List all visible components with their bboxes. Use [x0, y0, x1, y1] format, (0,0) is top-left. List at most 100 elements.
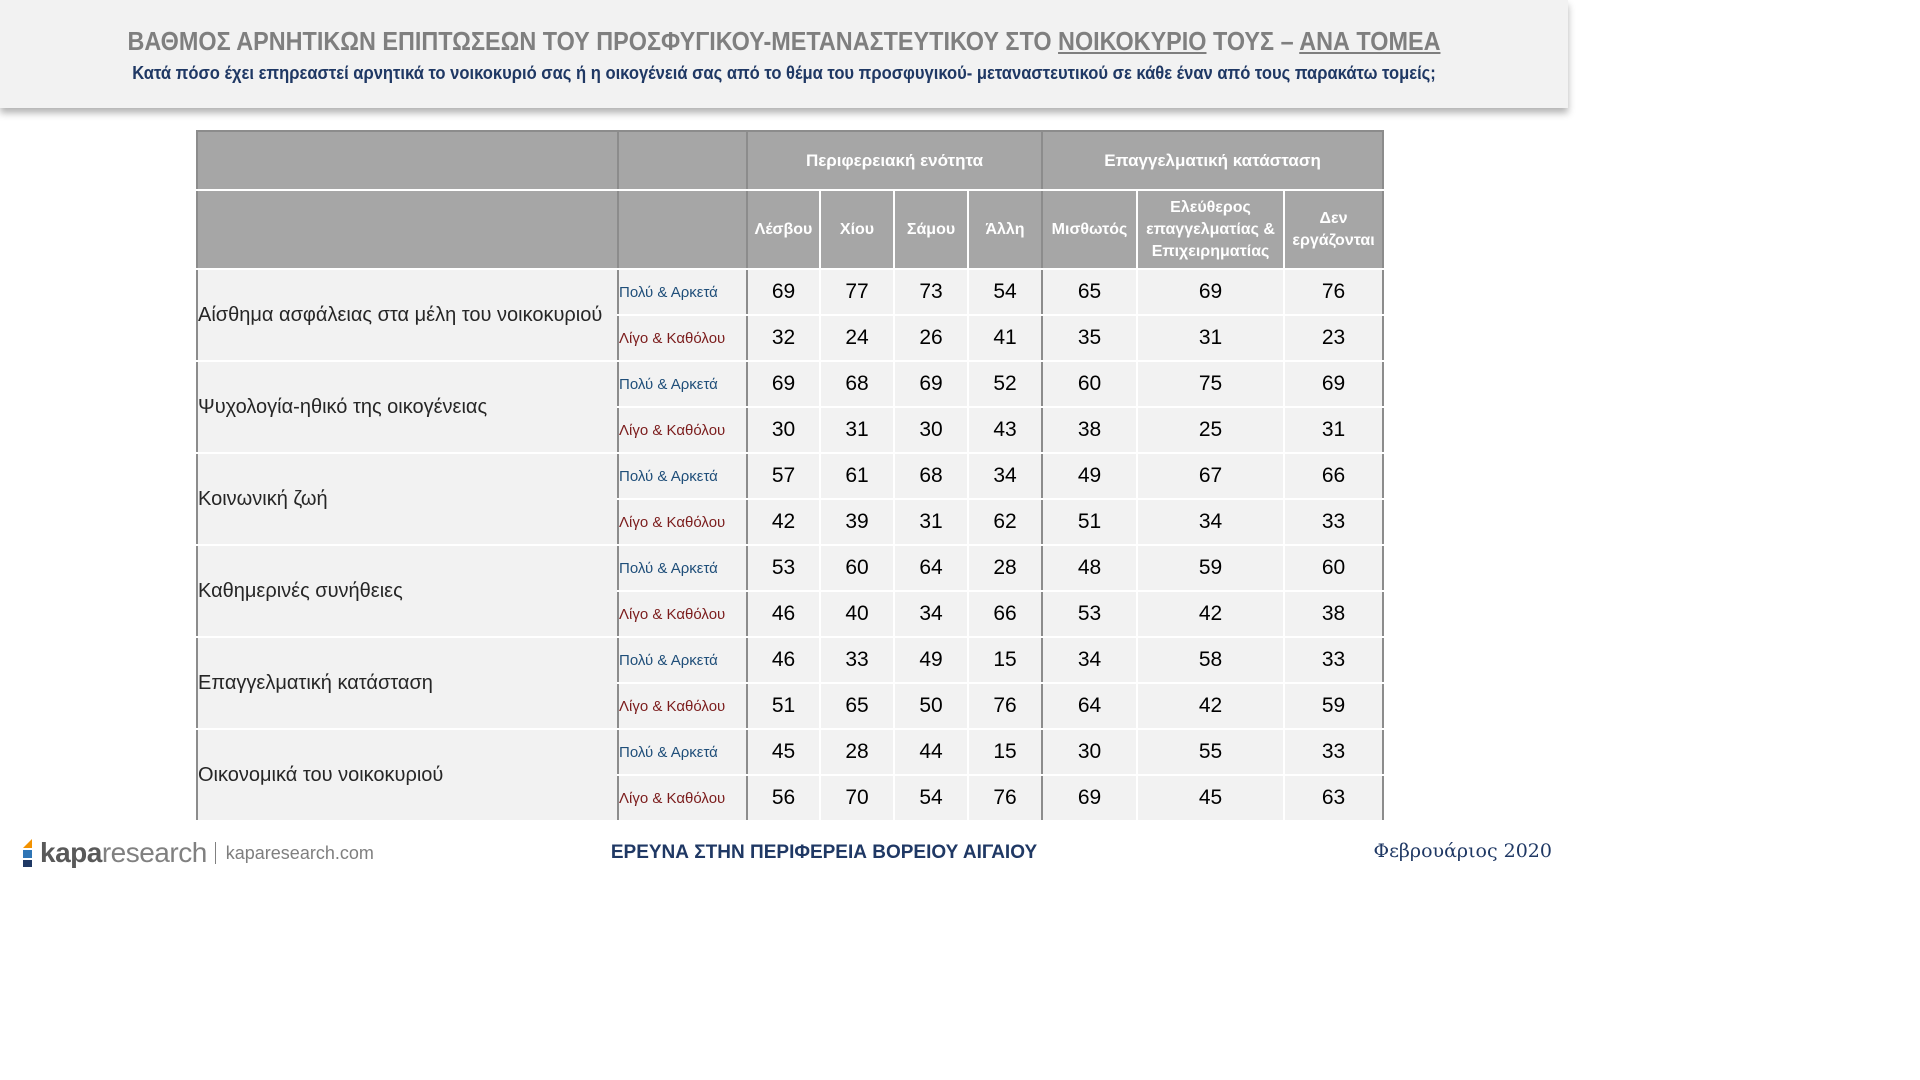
- table-row: Λίγο & Καθόλου 30 31 30 43 38 25 31: [197, 407, 1384, 454]
- value-cell: 30: [1041, 729, 1138, 776]
- value-cell: 56: [746, 775, 820, 822]
- value-cell: 75: [1136, 361, 1285, 408]
- value-cell: 35: [1041, 315, 1138, 362]
- value-cell: 38: [1041, 407, 1138, 454]
- title-part-3: ΤΟΥΣ –: [1206, 26, 1300, 56]
- value-cell: 34: [1041, 637, 1138, 684]
- table-row: Κοινωνική ζωή Πολύ & Αρκετά 57 61 68 34 49 67 66: [197, 453, 1384, 546]
- group-header-region: Περιφερειακή ενότητα: [745, 131, 1043, 191]
- value-cell: 67: [1136, 453, 1285, 500]
- value-cell: 24: [819, 315, 894, 362]
- group-header-row: Περιφερειακή ενότητα Επαγγελματική κατάσ…: [197, 131, 1384, 191]
- table-row: Λίγο & Καθόλου 42 39 31 62 51 34 33: [197, 499, 1384, 546]
- response-label-little: Λίγο & Καθόλου: [617, 315, 748, 362]
- value-cell: 57: [746, 453, 820, 500]
- title-underlined-household: ΝΟΙΚΟΚΥΡΙΟ: [1058, 26, 1207, 56]
- response-label-much: Πολύ & Αρκετά: [617, 453, 748, 500]
- value-cell: 46: [746, 591, 820, 638]
- value-cell: 30: [893, 407, 968, 454]
- value-cell: 40: [819, 591, 894, 638]
- value-cell: 69: [746, 361, 820, 408]
- response-label-much: Πολύ & Αρκετά: [617, 637, 748, 684]
- value-cell: 28: [819, 729, 894, 776]
- value-cell: 39: [819, 499, 894, 546]
- value-cell: 73: [893, 269, 968, 316]
- category-label: Καθημερινές συνήθειες: [197, 545, 618, 638]
- value-cell: 55: [1136, 729, 1285, 776]
- value-cell: 53: [1041, 591, 1138, 638]
- value-cell: 31: [819, 407, 894, 454]
- table-row: Οικονομικά του νοικοκυριού Πολύ & Αρκετά 4…: [197, 729, 1384, 822]
- column-header-1: Χίου: [819, 190, 894, 270]
- title-part-1: ΒΑΘΜΟΣ ΑΡΝΗΤΙΚΩΝ ΕΠΙΠΤΩΣΕΩΝ ΤΟΥ ΠΡΟΣΦΥΓΙ…: [127, 26, 1059, 56]
- response-label-little: Λίγο & Καθόλου: [617, 591, 748, 638]
- table-row: Λίγο & Καθόλου 56 70 54 76 69 45 63: [197, 775, 1384, 822]
- column-header-0: Λέσβου: [746, 190, 820, 270]
- logo-word-research: research: [101, 837, 207, 868]
- value-cell: 42: [1136, 683, 1285, 730]
- logo-word-kapa: kapa: [40, 837, 102, 868]
- column-header-line: Λέσβου: [754, 220, 813, 238]
- header-blank-category: [197, 131, 618, 191]
- website-url: kaparesearch.com: [225, 842, 374, 863]
- value-cell: 49: [893, 637, 968, 684]
- value-cell: 28: [966, 545, 1043, 592]
- column-header-line: εργάζονται: [1292, 231, 1375, 249]
- value-cell: 54: [893, 775, 968, 822]
- value-cell: 50: [893, 683, 968, 730]
- value-cell: 23: [1283, 315, 1384, 362]
- value-cell: 60: [1283, 545, 1384, 592]
- column-header-2: Σάμου: [893, 190, 968, 270]
- value-cell: 49: [1041, 453, 1138, 500]
- category-label: Επαγγελματική κατάσταση: [197, 637, 618, 730]
- value-cell: 59: [1283, 683, 1384, 730]
- value-cell: 54: [966, 269, 1043, 316]
- value-cell: 76: [966, 683, 1043, 730]
- table-row: Λίγο & Καθόλου 32 24 26 41 35 31 23: [197, 315, 1384, 362]
- value-cell: 41: [966, 315, 1043, 362]
- footer-survey-title: ΕΡΕΥΝΑ ΣΤΗΝ ΠΕΡΙΦΕΡΕΙΑ ΒΟΡΕΙΟΥ ΑΙΓΑΙΟΥ: [610, 842, 1038, 863]
- value-cell: 70: [819, 775, 894, 822]
- value-cell: 68: [893, 453, 968, 500]
- value-cell: 59: [1136, 545, 1285, 592]
- value-cell: 15: [966, 637, 1043, 684]
- column-header-4: Μισθωτός: [1041, 190, 1138, 270]
- value-cell: 69: [893, 361, 968, 408]
- value-cell: 33: [1283, 637, 1384, 684]
- page-title: ΒΑΘΜΟΣ ΑΡΝΗΤΙΚΩΝ ΕΠΙΠΤΩΣΕΩΝ ΤΟΥ ΠΡΟΣΦΥΓΙ…: [78, 26, 1489, 57]
- table-row: Ψυχολογία-ηθικό της οικογένειας Πολύ & Αρ…: [197, 361, 1384, 454]
- value-cell: 42: [1136, 591, 1285, 638]
- table-body: Αίσθημα ασφάλειας στα μέλη του νοικοκυρι…: [197, 269, 1384, 822]
- value-cell: 53: [746, 545, 820, 592]
- value-cell: 66: [966, 591, 1043, 638]
- category-label: Οικονομικά του νοικοκυριού: [197, 729, 618, 822]
- value-cell: 76: [1283, 269, 1384, 316]
- page-subtitle: Κατά πόσο έχει επηρεαστεί αρνητικά το νο…: [132, 63, 1436, 83]
- header-band: [0, 0, 1568, 108]
- value-cell: 69: [746, 269, 820, 316]
- category-label: Κοινωνική ζωή: [197, 453, 618, 546]
- column-header-3: Άλλη: [966, 190, 1043, 270]
- value-cell: 31: [1283, 407, 1384, 454]
- table-row: Λίγο & Καθόλου 46 40 34 66 53 42 38: [197, 591, 1384, 638]
- value-cell: 34: [966, 453, 1043, 500]
- value-cell: 69: [1136, 269, 1285, 316]
- response-label-much: Πολύ & Αρκετά: [617, 269, 748, 316]
- value-cell: 69: [1283, 361, 1384, 408]
- table-row: Καθημερινές συνήθειες Πολύ & Αρκετά 53 60 64…: [197, 545, 1384, 638]
- value-cell: 45: [1136, 775, 1285, 822]
- value-cell: 43: [966, 407, 1043, 454]
- column-header-row: Λέσβου Χίου Σάμου Άλλη Μισθωτός Ελεύθερος επαγ…: [197, 190, 1384, 270]
- column-header-5: Ελεύθερος επαγγελματίας & Επιχειρηματίας: [1136, 190, 1285, 270]
- value-cell: 38: [1283, 591, 1384, 638]
- value-cell: 69: [1041, 775, 1138, 822]
- response-label-little: Λίγο & Καθόλου: [617, 683, 748, 730]
- value-cell: 62: [966, 499, 1043, 546]
- value-cell: 68: [819, 361, 894, 408]
- response-label-little: Λίγο & Καθόλου: [617, 775, 748, 822]
- value-cell: 76: [966, 775, 1043, 822]
- value-cell: 45: [746, 729, 820, 776]
- value-cell: 34: [893, 591, 968, 638]
- response-label-little: Λίγο & Καθόλου: [617, 499, 748, 546]
- results-table: Περιφερειακή ενότητα Επαγγελματική κατάσ…: [196, 130, 1385, 822]
